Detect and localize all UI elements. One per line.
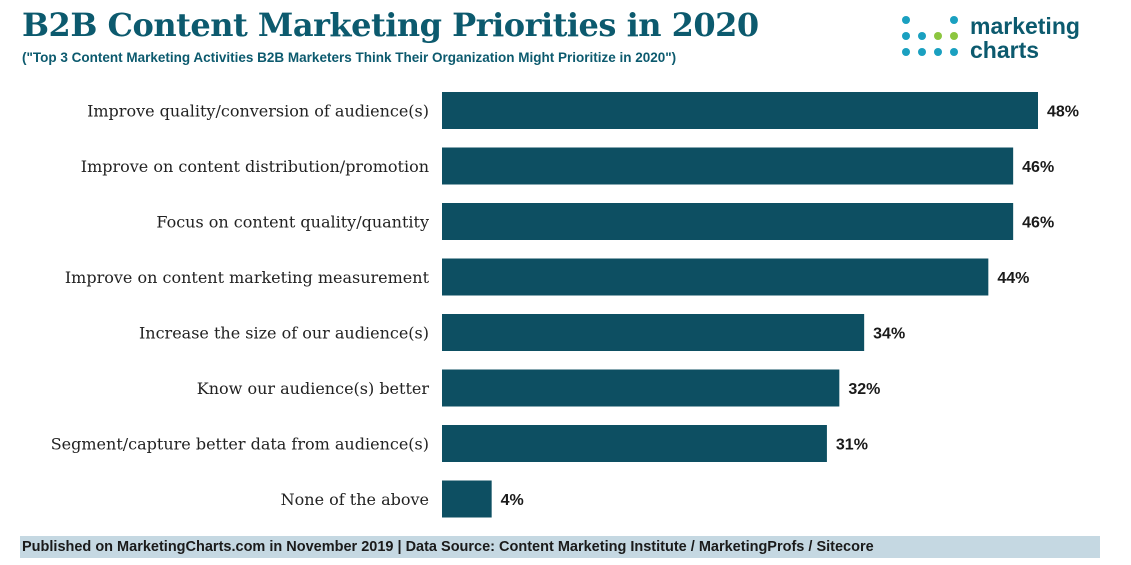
logo-dot xyxy=(934,48,942,56)
bar xyxy=(442,147,1014,185)
logo-dot xyxy=(902,16,910,24)
category-label: Increase the size of our audience(s) xyxy=(139,324,429,343)
logo-text-line2: charts xyxy=(970,37,1040,63)
value-label: 34% xyxy=(873,326,905,343)
category-label: Segment/capture better data from audienc… xyxy=(51,435,429,454)
logo-dots-icon xyxy=(902,16,966,68)
value-label: 31% xyxy=(836,437,868,454)
logo-dot xyxy=(918,32,926,40)
source-footer: Published on MarketingCharts.com in Nove… xyxy=(20,536,1100,558)
category-label: Improve on content marketing measurement xyxy=(65,268,430,287)
value-label: 4% xyxy=(501,492,524,509)
chart-subtitle: ("Top 3 Content Marketing Activities B2B… xyxy=(22,50,677,65)
category-label: None of the above xyxy=(281,490,429,509)
logo-dot xyxy=(950,48,958,56)
logo-text-line1: marketing xyxy=(970,13,1080,39)
bar xyxy=(442,203,1014,240)
category-label: Improve quality/conversion of audience(s… xyxy=(87,102,429,121)
value-label: 46% xyxy=(1022,159,1054,176)
logo-dot xyxy=(902,48,910,56)
category-label: Improve on content distribution/promotio… xyxy=(81,157,429,176)
bar xyxy=(442,369,840,407)
marketingcharts-logo[interactable]: marketing charts xyxy=(902,14,1102,68)
bar xyxy=(442,258,989,296)
logo-dot xyxy=(934,32,942,40)
value-label: 46% xyxy=(1022,215,1054,232)
bar xyxy=(442,480,492,518)
logo-wordmark: marketing charts xyxy=(970,14,1080,62)
logo-dot xyxy=(902,32,910,40)
bar xyxy=(442,314,865,351)
category-label: Know our audience(s) better xyxy=(197,379,430,398)
logo-dot xyxy=(950,32,958,40)
bar xyxy=(442,92,1038,129)
value-label: 48% xyxy=(1047,104,1079,121)
value-label: 32% xyxy=(848,381,880,398)
bar xyxy=(442,425,827,462)
category-label: Focus on content quality/quantity xyxy=(156,213,429,232)
logo-dot xyxy=(918,48,926,56)
bar-chart: Improve quality/conversion of audience(s… xyxy=(51,92,1079,518)
value-label: 44% xyxy=(997,270,1029,287)
logo-dot xyxy=(950,16,958,24)
chart-title: B2B Content Marketing Priorities in 2020 xyxy=(22,6,759,44)
